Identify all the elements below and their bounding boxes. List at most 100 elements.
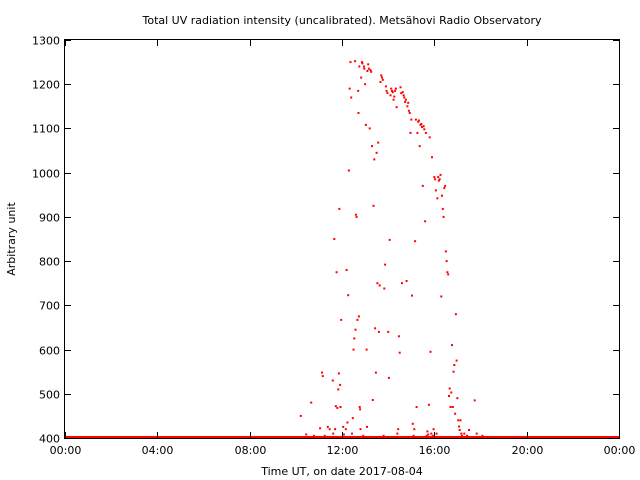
data-point — [374, 371, 377, 374]
data-point — [416, 131, 419, 134]
data-point — [310, 401, 313, 404]
data-point — [383, 287, 386, 290]
data-point — [443, 187, 446, 190]
data-point — [427, 433, 430, 436]
data-point — [404, 98, 407, 101]
data-point — [357, 315, 360, 318]
data-point — [458, 429, 461, 431]
data-point — [346, 421, 349, 424]
data-point — [387, 330, 390, 333]
data-point — [438, 178, 441, 181]
data-point — [392, 98, 395, 101]
y-tick-label: 400 — [39, 433, 60, 446]
data-point — [353, 337, 356, 340]
data-point — [338, 207, 341, 210]
data-point — [451, 406, 454, 408]
data-point — [436, 197, 439, 200]
data-point — [453, 364, 456, 366]
data-point — [449, 406, 452, 408]
data-point — [357, 89, 360, 92]
data-point — [426, 430, 429, 433]
data-point — [391, 91, 394, 94]
data-points — [65, 60, 619, 439]
data-point — [433, 176, 436, 179]
data-point — [373, 158, 376, 161]
data-point — [358, 406, 361, 408]
data-point — [417, 119, 420, 122]
data-point — [377, 330, 380, 333]
data-point — [354, 213, 357, 216]
data-point — [400, 92, 403, 95]
data-point — [397, 428, 400, 431]
data-point — [412, 434, 415, 437]
data-point — [473, 399, 476, 402]
data-point — [457, 419, 460, 422]
data-point — [336, 406, 339, 409]
data-point — [372, 204, 375, 207]
data-point — [413, 428, 416, 431]
data-point — [408, 112, 411, 114]
data-point — [376, 282, 379, 285]
data-point — [375, 151, 378, 154]
data-point — [359, 408, 362, 411]
data-point — [454, 412, 457, 415]
data-point — [452, 370, 455, 373]
data-point — [454, 313, 457, 316]
data-point — [321, 375, 324, 378]
data-point — [405, 280, 408, 282]
data-point — [384, 263, 387, 266]
data-point — [363, 67, 366, 70]
x-tick-label: 16:00 — [419, 444, 451, 457]
data-point — [379, 81, 382, 83]
data-point — [345, 269, 348, 271]
data-point — [402, 94, 405, 97]
axis-ticks: 00:00 04:00 08:00 12:00 16:00 20:00 00:0040050… — [32, 35, 635, 458]
data-point — [445, 260, 448, 263]
data-point — [360, 76, 363, 79]
data-point — [344, 428, 347, 431]
plot-frame — [64, 39, 620, 439]
data-point — [381, 78, 384, 81]
data-point — [391, 89, 393, 92]
data-point — [437, 176, 440, 179]
data-point — [334, 405, 337, 408]
data-point — [406, 105, 409, 108]
data-point — [424, 131, 427, 134]
data-point — [335, 271, 338, 274]
y-tick-label: 1000 — [32, 168, 60, 181]
data-point — [430, 432, 433, 435]
data-point — [448, 395, 450, 397]
data-point — [468, 429, 470, 431]
data-point — [366, 70, 369, 72]
data-point — [421, 126, 423, 129]
data-point — [411, 294, 413, 297]
data-point — [366, 425, 368, 428]
data-point — [407, 109, 410, 112]
data-point — [367, 67, 370, 70]
data-point — [398, 351, 401, 354]
data-point — [337, 388, 340, 391]
data-point — [448, 387, 451, 390]
data-point — [377, 141, 380, 144]
data-point — [460, 432, 463, 435]
data-point — [328, 428, 331, 431]
data-point — [429, 350, 432, 353]
data-point — [421, 184, 424, 187]
x-tick-label: 20:00 — [512, 444, 544, 457]
data-point — [394, 87, 397, 90]
data-point — [371, 145, 373, 148]
data-point — [342, 425, 345, 428]
y-tick-label: 1100 — [32, 123, 60, 136]
data-point — [371, 399, 374, 401]
data-point — [455, 359, 458, 362]
data-point — [450, 391, 453, 394]
data-point — [358, 65, 361, 68]
data-point — [369, 69, 372, 72]
data-point — [417, 120, 420, 123]
data-point — [396, 432, 399, 435]
data-point — [435, 432, 438, 435]
data-point — [367, 63, 370, 66]
data-point — [342, 433, 345, 436]
data-point — [347, 169, 350, 172]
data-point — [384, 85, 387, 88]
